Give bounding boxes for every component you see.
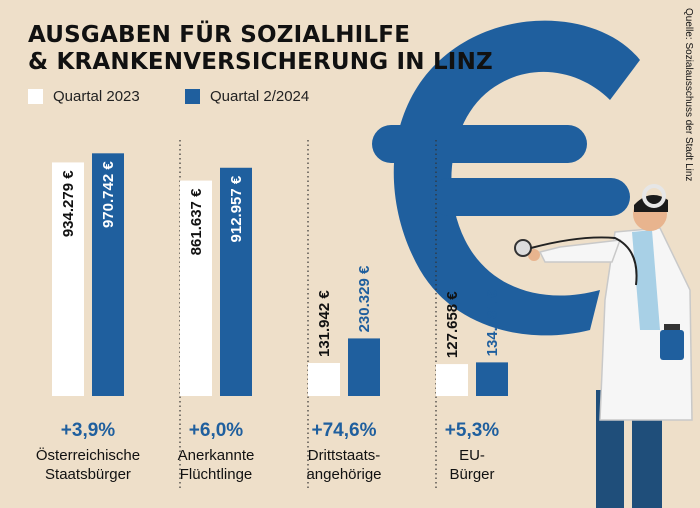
category-label: Anerkannte	[178, 447, 255, 464]
category-label: angehörige	[306, 466, 381, 483]
bar-2024	[220, 167, 252, 396]
data-label: 970.742 €	[100, 161, 117, 228]
legend-label-2023: Quartal 2023	[53, 88, 140, 105]
change-label: +3,9%	[61, 420, 116, 441]
legend-item-2024: Quartal 2/2024	[185, 88, 309, 105]
bar-2024	[92, 153, 124, 396]
bar-2023	[180, 180, 212, 396]
legend-swatch-2024	[185, 89, 200, 104]
bar-2023	[52, 162, 84, 396]
data-label: 134.481 €	[484, 289, 501, 356]
chart-title: AUSGABEN FÜR SOZIALHILFE & KRANKENVERSIC…	[28, 22, 493, 76]
title-line-1: AUSGABEN FÜR SOZIALHILFE	[28, 22, 411, 48]
category-label: Österreichische	[36, 446, 140, 464]
category-label: EU-	[459, 447, 485, 464]
category-label: Drittstaats-	[308, 447, 381, 464]
euro-sign-icon	[372, 20, 640, 336]
legend-swatch-2023	[28, 89, 43, 104]
change-label: +74,6%	[312, 420, 377, 441]
doctor-icon	[514, 184, 693, 508]
category-label: Bürger	[449, 466, 494, 483]
title-line-2: & KRANKENVERSICHERUNG IN LINZ	[28, 49, 493, 75]
category-label: Flüchtlinge	[180, 466, 253, 483]
change-label: +5,3%	[445, 420, 500, 441]
bar-2023	[308, 363, 340, 396]
data-label: 131.942 €	[316, 290, 333, 357]
bar-2024	[348, 338, 380, 396]
change-label: +6,0%	[189, 420, 244, 441]
bar-2024	[476, 362, 508, 396]
data-label: 127.658 €	[444, 291, 461, 358]
legend-label-2024: Quartal 2/2024	[210, 88, 310, 105]
data-label: 230.329 €	[356, 265, 373, 332]
source-note: Quelle: Sozialausschuss der Stadt Linz	[683, 8, 694, 182]
legend-item-2023: Quartal 2023	[28, 88, 140, 105]
data-label: 912.957 €	[228, 175, 245, 242]
data-label: 861.637 €	[188, 188, 205, 255]
data-label: 934.279 €	[60, 170, 77, 237]
bar-2023	[436, 364, 468, 396]
category-label: Staatsbürger	[45, 466, 131, 483]
